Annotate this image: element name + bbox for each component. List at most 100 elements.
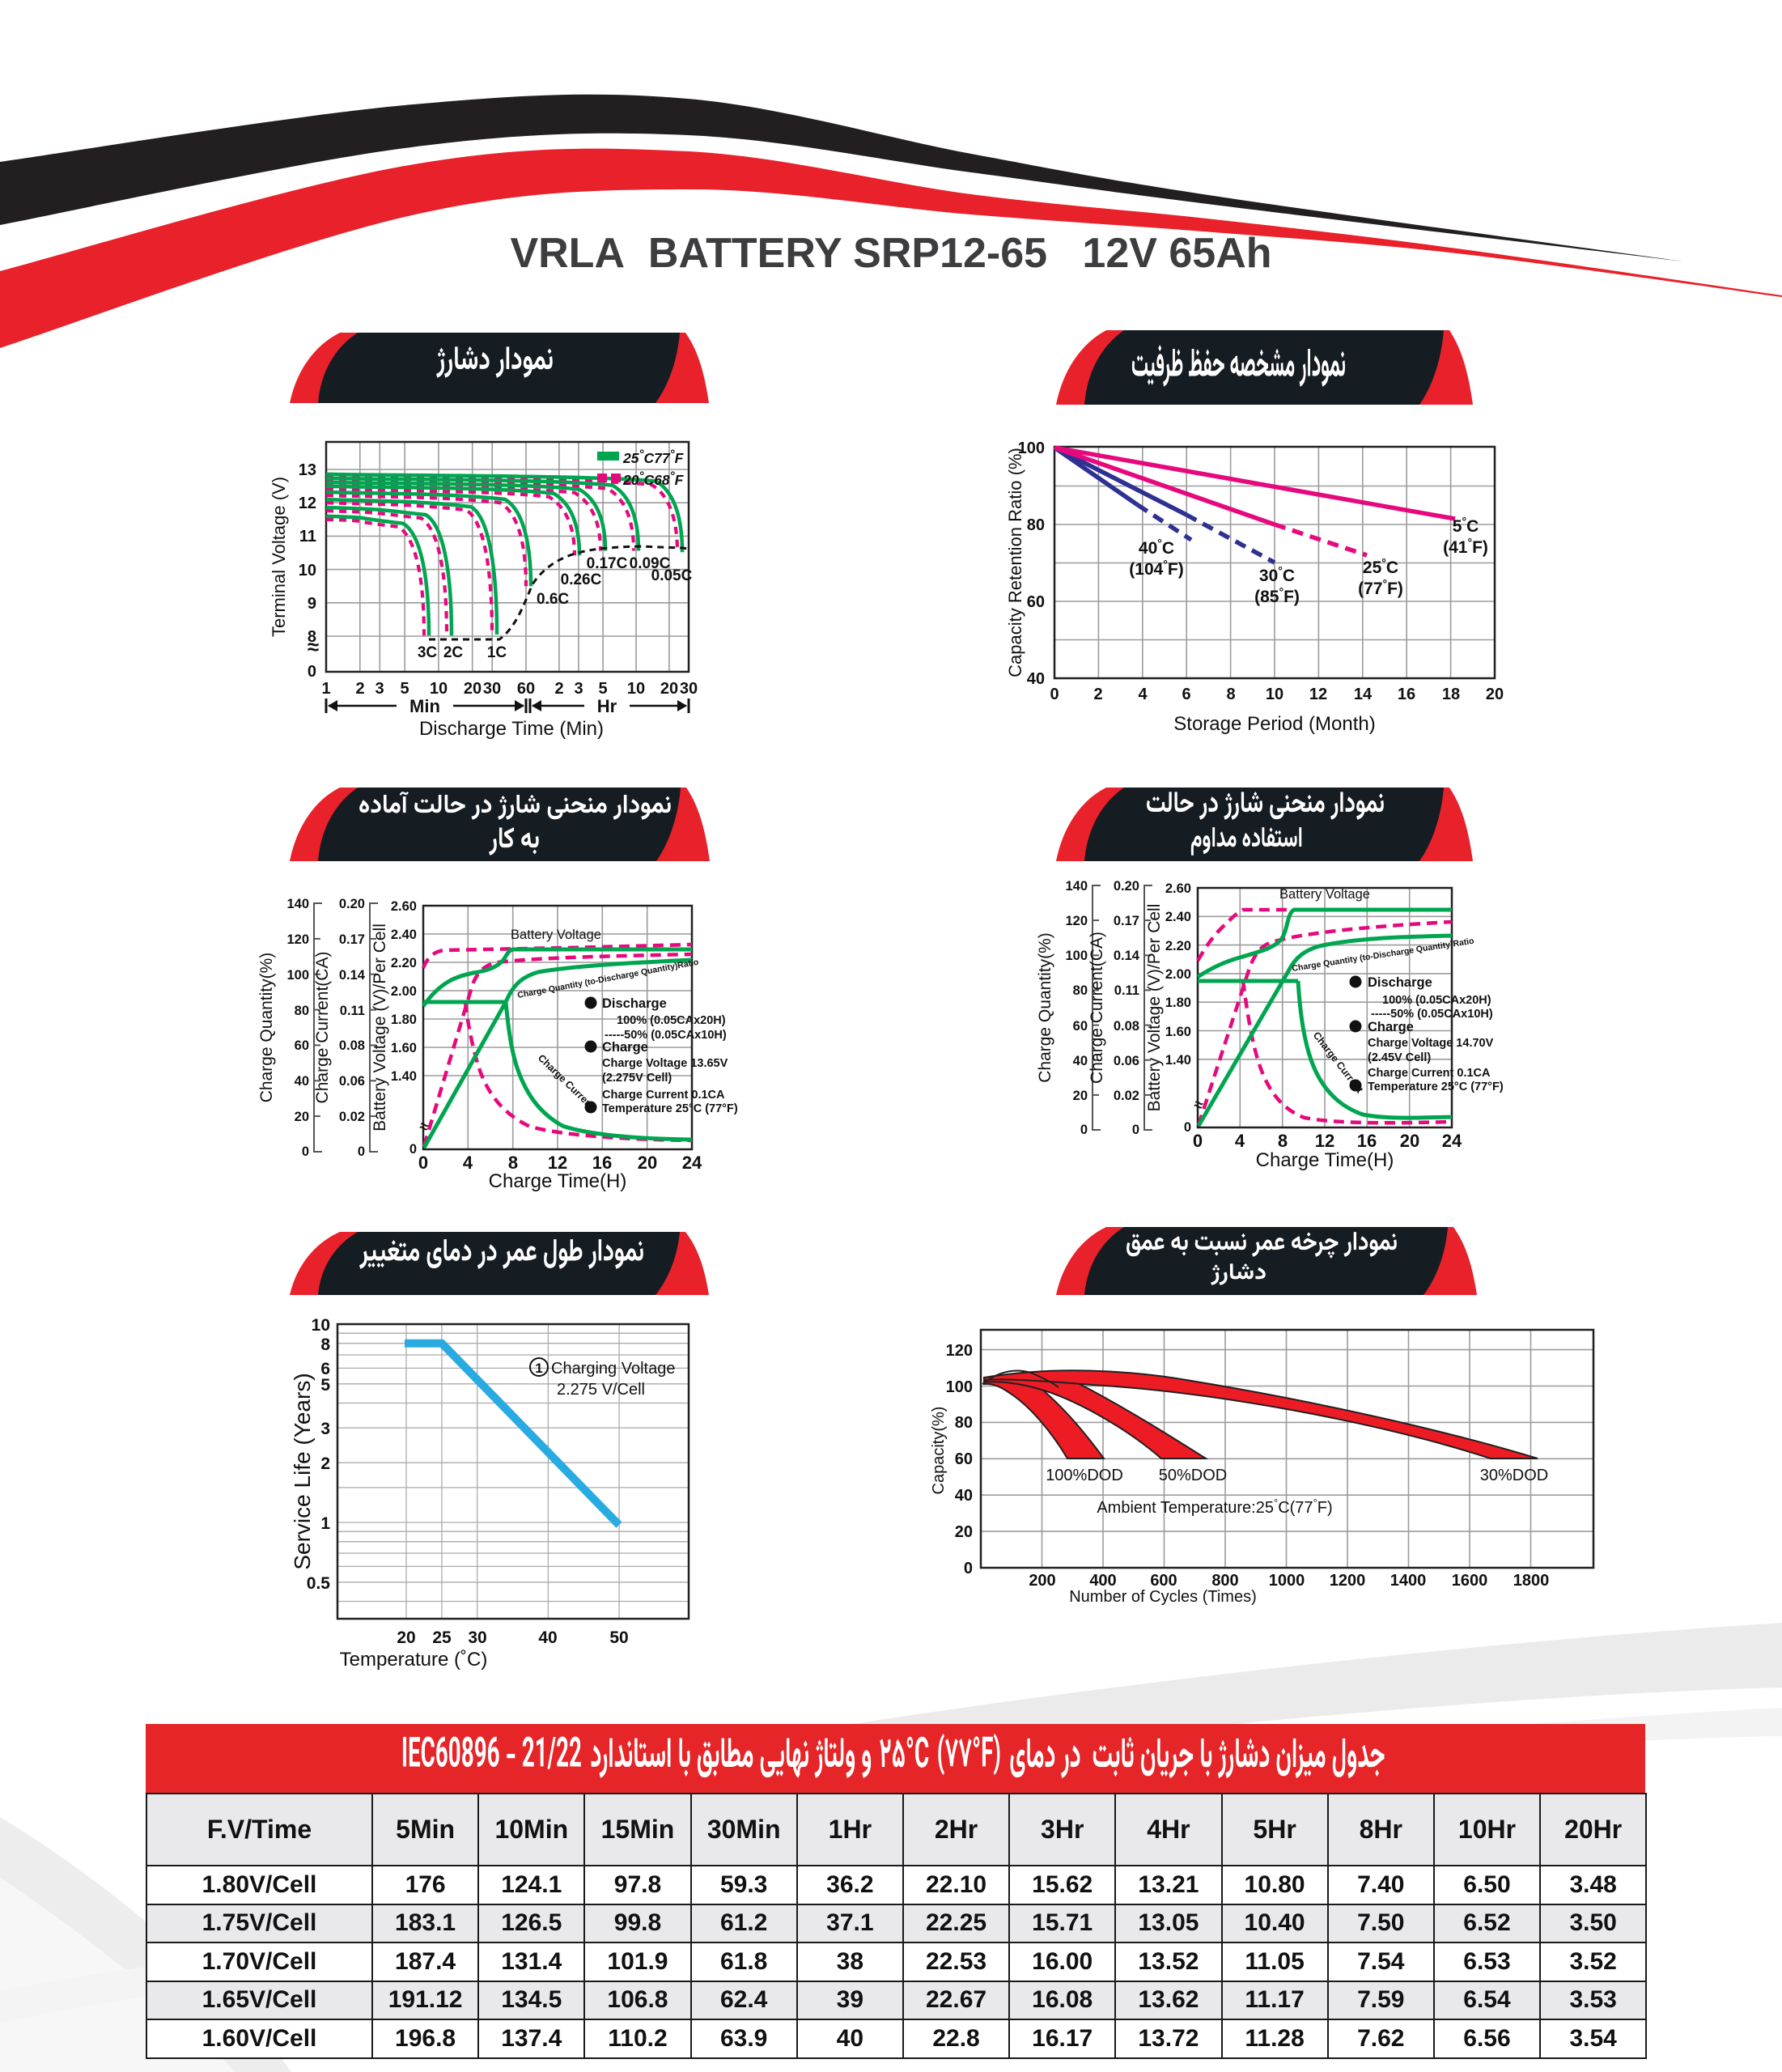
svg-text:Battery Voltage (V)/Per Cell: Battery Voltage (V)/Per Cell [1145,904,1164,1112]
svg-text:1600: 1600 [1452,1572,1488,1590]
svg-text:Number of Cycles (Times): Number of Cycles (Times) [1069,1588,1257,1606]
svg-text:Ambient Temperature:25°C(77°F): Ambient Temperature:25°C(77°F) [1097,1497,1332,1517]
svg-text:2.40: 2.40 [391,928,417,942]
svg-text:Temperature (˚C): Temperature (˚C) [340,1649,488,1671]
svg-text:-----50% (0.05CAx10H): -----50% (0.05CAx10H) [605,1029,727,1042]
svg-text:16: 16 [592,1153,612,1173]
svg-text:11: 11 [299,528,316,546]
svg-text:80: 80 [1073,983,1088,998]
svg-text:0.02: 0.02 [1114,1089,1139,1103]
svg-text:0: 0 [964,1560,973,1577]
svg-text:(104°F): (104°F) [1129,558,1183,579]
svg-text:8: 8 [508,1153,518,1173]
svg-text:100: 100 [286,968,309,983]
svg-text:5°C: 5°C [1453,515,1479,536]
svg-text:100: 100 [946,1378,973,1396]
svg-text:30: 30 [468,1628,486,1647]
svg-text:Charge Time(H): Charge Time(H) [489,1170,627,1192]
svg-text:Service Life (Years): Service Life (Years) [290,1373,315,1569]
svg-text:Charge Time(H): Charge Time(H) [1256,1149,1394,1171]
svg-text:4: 4 [463,1153,473,1173]
svg-text:5: 5 [598,680,607,698]
svg-text:80: 80 [295,1004,309,1018]
svg-text:1: 1 [321,680,330,698]
svg-text:10: 10 [627,680,645,698]
svg-text:1: 1 [535,1361,542,1376]
svg-text:(85°F): (85°F) [1254,585,1300,606]
svg-text:30: 30 [483,680,501,698]
svg-text:4: 4 [1138,686,1148,703]
svg-text:0: 0 [302,1144,309,1159]
svg-text:Charge Quantity(%): Charge Quantity(%) [257,953,276,1103]
svg-text:16: 16 [1357,1131,1377,1151]
svg-text:40: 40 [295,1074,309,1089]
svg-text:8: 8 [308,628,316,646]
svg-text:Min: Min [409,696,440,716]
svg-text:20: 20 [295,1110,309,1124]
svg-text:100: 100 [1018,439,1045,457]
svg-text:Charge Voltage 14.70V: Charge Voltage 14.70V [1368,1037,1494,1050]
svg-text:2: 2 [320,1454,330,1473]
svg-text:2.275 V/Cell: 2.275 V/Cell [557,1381,645,1399]
svg-text:1400: 1400 [1390,1572,1427,1590]
svg-text:40: 40 [538,1628,557,1647]
svg-text:2C: 2C [443,644,464,661]
svg-text:1C: 1C [487,644,507,661]
svg-text:0: 0 [409,1142,417,1157]
svg-text:0.17C: 0.17C [587,555,628,572]
svg-text:0.6C: 0.6C [537,591,569,608]
svg-text:100% (0.05CAx20H): 100% (0.05CAx20H) [617,1014,726,1027]
svg-text:100: 100 [1065,949,1088,963]
svg-text:60: 60 [955,1450,973,1468]
svg-text:50: 50 [609,1628,628,1647]
svg-text:0.20: 0.20 [1114,879,1139,894]
svg-text:50%DOD: 50%DOD [1159,1467,1227,1484]
svg-text:140: 140 [286,897,309,911]
svg-text:2.40: 2.40 [1165,910,1191,924]
svg-text:0: 0 [1193,1131,1203,1151]
svg-text:40: 40 [1073,1054,1088,1068]
svg-text:Charge Current 0.1CA: Charge Current 0.1CA [602,1089,725,1102]
svg-text:20: 20 [1400,1131,1419,1151]
svg-text:800: 800 [1211,1572,1238,1590]
svg-text:5: 5 [400,680,409,698]
svg-text:13: 13 [299,461,316,479]
svg-text:16: 16 [1398,686,1415,703]
svg-text:20: 20 [660,680,678,698]
svg-text:Charge: Charge [1368,1020,1414,1034]
svg-text:30%DOD: 30%DOD [1480,1467,1548,1484]
svg-text:24: 24 [1442,1131,1462,1151]
svg-text:1.40: 1.40 [391,1069,417,1084]
svg-text:400: 400 [1089,1572,1116,1590]
svg-text:Charge: Charge [602,1040,648,1055]
svg-text:2: 2 [1093,686,1102,703]
svg-text:0: 0 [1050,686,1059,703]
svg-text:80: 80 [1027,516,1045,534]
svg-text:3C: 3C [418,644,438,661]
svg-text:0.17: 0.17 [339,932,365,947]
svg-text:10: 10 [312,1316,330,1335]
svg-text:6: 6 [320,1360,330,1378]
svg-text:0.14: 0.14 [1114,949,1140,963]
svg-text:5: 5 [320,1376,330,1395]
svg-text:40: 40 [955,1487,973,1505]
svg-text:0.11: 0.11 [340,1004,365,1018]
svg-text:120: 120 [286,932,309,947]
svg-text:2.60: 2.60 [391,899,417,914]
svg-text:40°C: 40°C [1139,537,1174,558]
svg-text:Charge Voltage 13.65V: Charge Voltage 13.65V [602,1057,728,1070]
svg-text:0.09C: 0.09C [630,555,671,572]
svg-text:≈: ≈ [308,635,319,659]
svg-text:1.40: 1.40 [1165,1053,1191,1068]
svg-text:0.05C: 0.05C [651,567,693,584]
svg-text:0.11: 0.11 [1114,983,1139,998]
svg-text:Capacity Retention Ratio (%): Capacity Retention Ratio (%) [1005,448,1025,677]
svg-text:0: 0 [308,663,316,681]
svg-text:60: 60 [1027,593,1045,611]
svg-text:Battery Voltage: Battery Voltage [511,928,601,942]
svg-text:2.00: 2.00 [1165,967,1191,982]
svg-text:80: 80 [955,1414,973,1432]
svg-text:10: 10 [299,562,316,580]
svg-text:2.20: 2.20 [1165,939,1191,953]
svg-text:20: 20 [464,680,482,698]
